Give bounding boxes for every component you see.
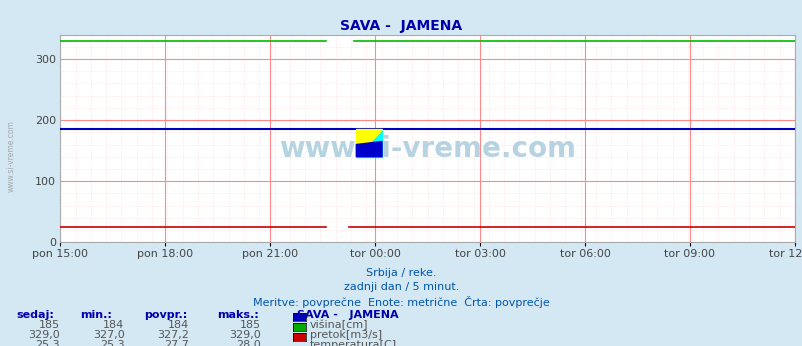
Text: SAVA -   JAMENA: SAVA - JAMENA	[297, 310, 399, 320]
Text: min.:: min.:	[80, 310, 112, 320]
Text: 327,0: 327,0	[92, 330, 124, 340]
Text: 184: 184	[103, 320, 124, 330]
Text: 25,3: 25,3	[99, 340, 124, 346]
Polygon shape	[356, 129, 382, 157]
Text: 25,3: 25,3	[35, 340, 60, 346]
Text: povpr.:: povpr.:	[144, 310, 188, 320]
Text: SAVA -  JAMENA: SAVA - JAMENA	[340, 19, 462, 33]
Text: 27,7: 27,7	[164, 340, 188, 346]
Text: pretok[m3/s]: pretok[m3/s]	[310, 330, 382, 340]
Text: maks.:: maks.:	[217, 310, 258, 320]
Polygon shape	[356, 129, 382, 157]
Text: 184: 184	[168, 320, 188, 330]
Text: 185: 185	[39, 320, 60, 330]
Text: temperatura[C]: temperatura[C]	[310, 340, 396, 346]
Text: višina[cm]: višina[cm]	[310, 320, 368, 330]
Text: 327,2: 327,2	[156, 330, 188, 340]
Text: 329,0: 329,0	[28, 330, 60, 340]
Text: Meritve: povprečne  Enote: metrične  Črta: povprečje: Meritve: povprečne Enote: metrične Črta:…	[253, 296, 549, 308]
Polygon shape	[356, 142, 382, 157]
Text: www.si-vreme.com: www.si-vreme.com	[6, 120, 15, 192]
Text: www.si-vreme.com: www.si-vreme.com	[279, 135, 575, 163]
Text: 28,0: 28,0	[236, 340, 261, 346]
Text: zadnji dan / 5 minut.: zadnji dan / 5 minut.	[343, 282, 459, 292]
Text: Srbija / reke.: Srbija / reke.	[366, 268, 436, 278]
Text: sedaj:: sedaj:	[16, 310, 54, 320]
Text: 185: 185	[240, 320, 261, 330]
Text: 329,0: 329,0	[229, 330, 261, 340]
